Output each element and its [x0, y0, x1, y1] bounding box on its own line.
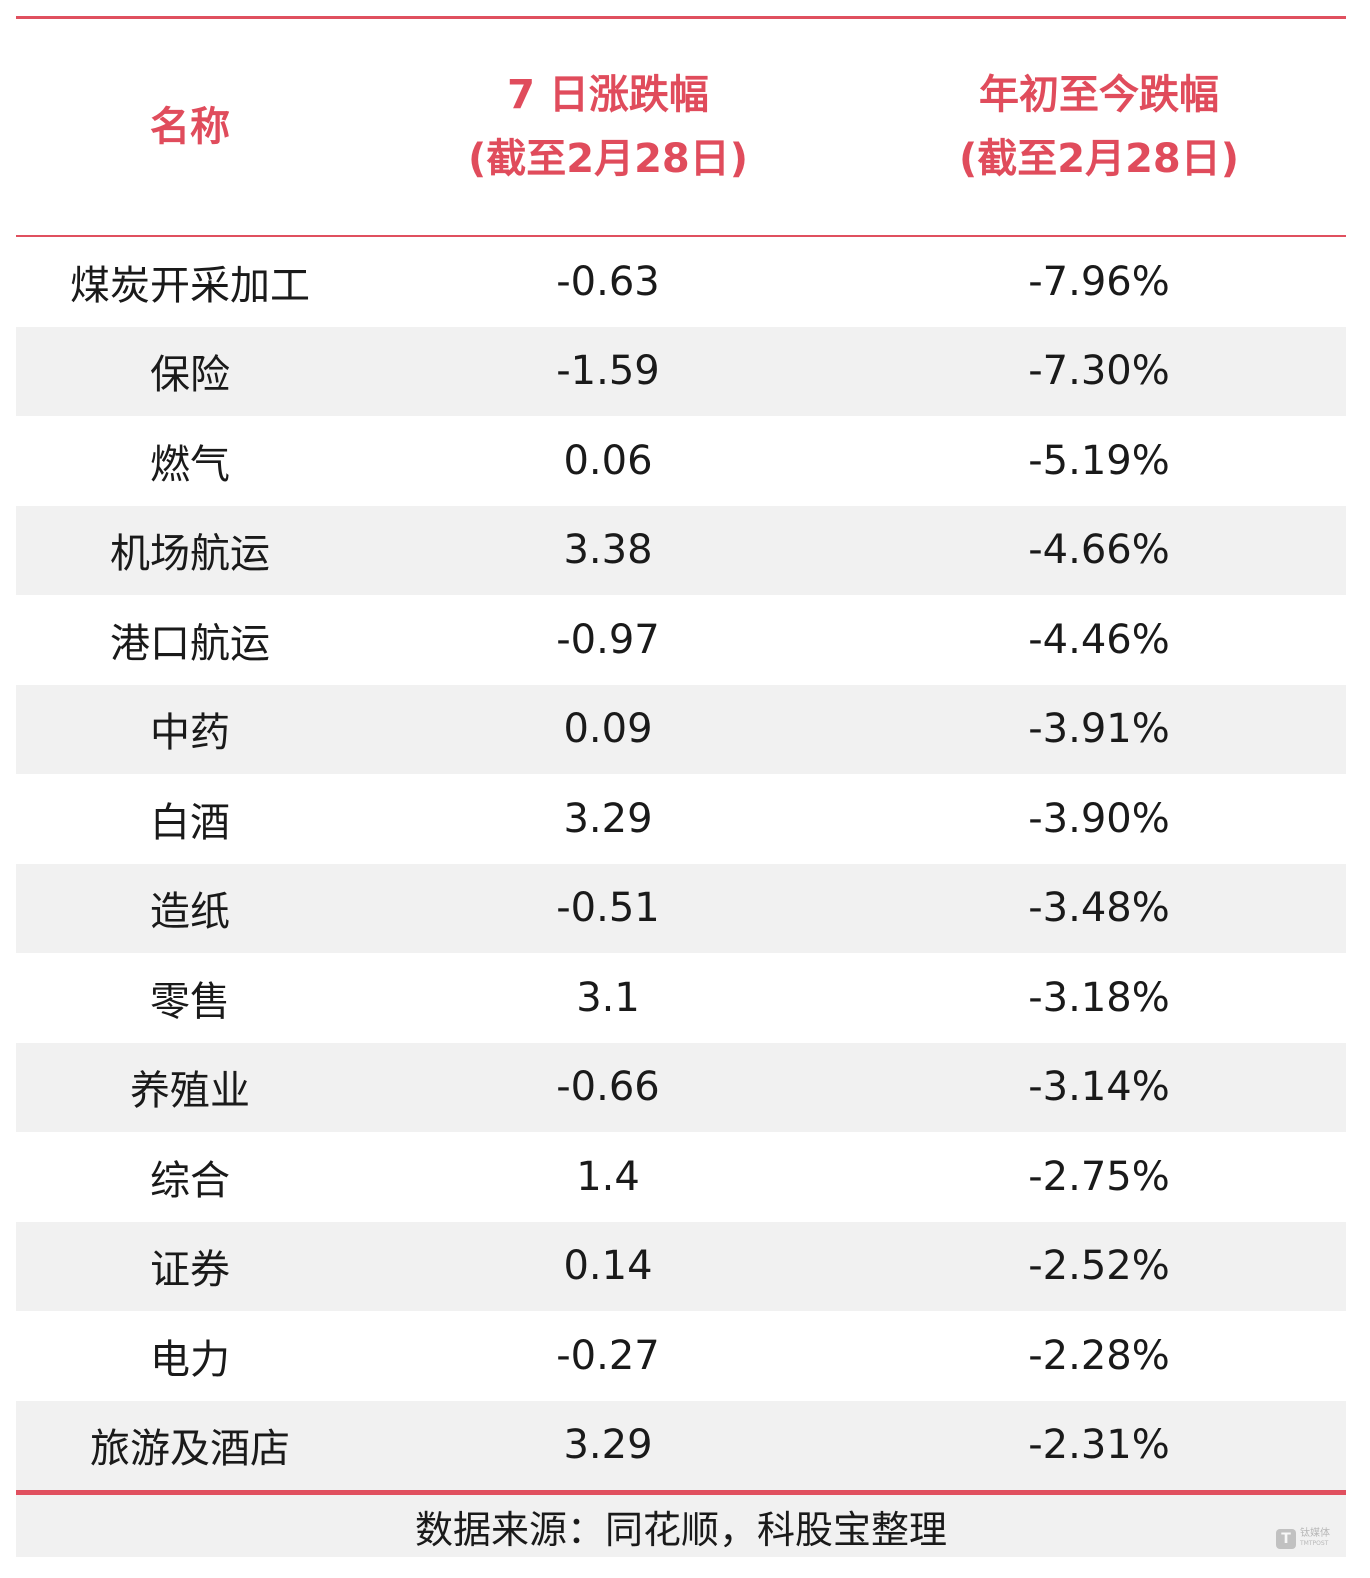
row-ytd-change-cell: -2.28% [1028, 1332, 1170, 1379]
table-row: 港口航运 -0.97 -4.46% [16, 595, 1346, 685]
row-7d-change-cell: 1.4 [576, 1153, 640, 1200]
row-ytd-change-cell: -4.66% [1028, 527, 1170, 574]
row-ytd-change-cell: -3.14% [1028, 1064, 1170, 1111]
row-name-cell: 保险 [150, 352, 230, 399]
tmtpost-logo-icon: T [1276, 1529, 1296, 1549]
watermark-sub: TMTPOST [1300, 1540, 1329, 1547]
header-name: 名称 [16, 95, 364, 159]
header-name-line1: 名称 [150, 104, 230, 150]
header-ytd-change: 年初至今跌幅 (截至2月28日) [852, 63, 1346, 191]
row-7d-change-cell: 0.09 [563, 706, 653, 753]
header-7d-change: 7 日涨跌幅 (截至2月28日) [364, 63, 852, 191]
row-7d-change-cell: 0.14 [563, 1243, 653, 1290]
row-7d-change-cell: -1.59 [556, 348, 660, 395]
table-row: 机场航运 3.38 -4.66% [16, 505, 1346, 595]
row-name-cell: 煤炭开采加工 [70, 262, 310, 309]
source-note: 数据来源：同花顺，科股宝整理 T 钛媒体 TMTPOST [16, 1495, 1346, 1557]
row-7d-change-cell: 0.06 [563, 437, 653, 484]
row-name-cell: 零售 [150, 978, 230, 1025]
row-name-cell: 白酒 [150, 799, 230, 846]
row-7d-change-cell: -0.51 [556, 885, 660, 932]
table-row: 白酒 3.29 -3.90% [16, 774, 1346, 864]
table-row: 保险 -1.59 -7.30% [16, 326, 1346, 416]
row-7d-change-cell: -0.27 [556, 1332, 660, 1379]
table-row: 造纸 -0.51 -3.48% [16, 863, 1346, 953]
table-row: 零售 3.1 -3.18% [16, 953, 1346, 1043]
table-row: 燃气 0.06 -5.19% [16, 416, 1346, 506]
row-name-cell: 旅游及酒店 [90, 1426, 290, 1473]
table-body: 煤炭开采加工 -0.63 -7.96% 保险 -1.59 -7.30% 燃气 0.06 -5.1… [16, 237, 1346, 1490]
row-ytd-change-cell: -2.52% [1028, 1243, 1170, 1290]
row-ytd-change-cell: -3.48% [1028, 885, 1170, 932]
header-ytd-line2: (截至2月28日) [958, 136, 1240, 182]
row-ytd-change-cell: -7.96% [1028, 258, 1170, 305]
row-name-cell: 造纸 [150, 889, 230, 936]
row-name-cell: 港口航运 [110, 620, 270, 667]
table-row: 电力 -0.27 -2.28% [16, 1311, 1346, 1401]
row-ytd-change-cell: -3.90% [1028, 795, 1170, 842]
row-name-cell: 证券 [150, 1247, 230, 1294]
row-ytd-change-cell: -2.75% [1028, 1153, 1170, 1200]
row-ytd-change-cell: -7.30% [1028, 348, 1170, 395]
row-ytd-change-cell: -2.31% [1028, 1422, 1170, 1469]
row-ytd-change-cell: -3.91% [1028, 706, 1170, 753]
table-row: 煤炭开采加工 -0.63 -7.96% [16, 237, 1346, 327]
top-divider [16, 16, 1346, 19]
row-7d-change-cell: 3.1 [576, 974, 640, 1021]
header-7d-line1: 7 日涨跌幅 [507, 72, 709, 118]
watermark: T 钛媒体 TMTPOST [1276, 1529, 1330, 1549]
row-name-cell: 机场航运 [110, 531, 270, 578]
row-ytd-change-cell: -3.18% [1028, 974, 1170, 1021]
watermark-name: 钛媒体 [1300, 1528, 1330, 1539]
row-7d-change-cell: 3.29 [563, 795, 653, 842]
table-row: 旅游及酒店 3.29 -2.31% [16, 1400, 1346, 1490]
table-row: 养殖业 -0.66 -3.14% [16, 1042, 1346, 1132]
source-text: 数据来源：同花顺，科股宝整理 [414, 1507, 947, 1552]
table-row: 中药 0.09 -3.91% [16, 684, 1346, 774]
row-7d-change-cell: -0.66 [556, 1064, 660, 1111]
row-name-cell: 燃气 [150, 441, 230, 488]
bottom-divider [16, 1490, 1346, 1495]
header-ytd-line1: 年初至今跌幅 [979, 72, 1219, 118]
row-name-cell: 中药 [150, 710, 230, 757]
row-name-cell: 养殖业 [130, 1068, 250, 1115]
row-ytd-change-cell: -5.19% [1028, 437, 1170, 484]
table-header: 名称 7 日涨跌幅 (截至2月28日) 年初至今跌幅 (截至2月28日) [16, 19, 1346, 237]
row-name-cell: 电力 [150, 1336, 230, 1383]
row-7d-change-cell: 3.38 [563, 527, 653, 574]
row-7d-change-cell: -0.63 [556, 258, 660, 305]
header-7d-line2: (截至2月28日) [467, 136, 749, 182]
row-ytd-change-cell: -4.46% [1028, 616, 1170, 663]
table-row: 综合 1.4 -2.75% [16, 1132, 1346, 1222]
row-name-cell: 综合 [150, 1157, 230, 1204]
watermark-mark: T [1281, 1531, 1291, 1547]
row-7d-change-cell: -0.97 [556, 616, 660, 663]
table-row: 证券 0.14 -2.52% [16, 1221, 1346, 1311]
data-table: 名称 7 日涨跌幅 (截至2月28日) 年初至今跌幅 (截至2月28日) 煤炭开… [16, 16, 1346, 1557]
row-7d-change-cell: 3.29 [563, 1422, 653, 1469]
